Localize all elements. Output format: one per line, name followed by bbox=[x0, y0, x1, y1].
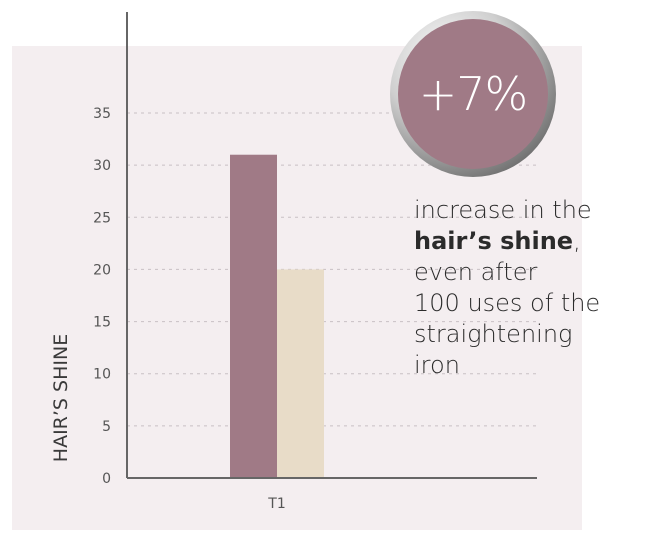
callout-line-4: 100 uses of the bbox=[414, 289, 601, 317]
y-tick-label: 0 bbox=[102, 471, 111, 487]
percentage-badge: +7% bbox=[390, 11, 556, 177]
bars bbox=[230, 154, 324, 478]
callout-line-2: hair’s shine, bbox=[414, 226, 650, 257]
callout-line-6: iron bbox=[414, 351, 460, 379]
y-tick-label: 30 bbox=[93, 158, 111, 174]
callout-text: increase in the hair’s shine, even after… bbox=[414, 195, 650, 381]
badge-value: +7% bbox=[418, 67, 529, 121]
y-tick-label: 25 bbox=[93, 210, 111, 226]
gridlines bbox=[127, 112, 537, 427]
y-tick-label: 35 bbox=[93, 106, 111, 122]
bar-series-2 bbox=[277, 269, 324, 478]
y-tick-labels: 0 5 10 15 20 25 30 35 bbox=[93, 106, 111, 487]
callout-line-5: straightening bbox=[414, 320, 573, 348]
bar-series-1 bbox=[230, 154, 277, 478]
y-tick-label: 20 bbox=[93, 262, 111, 278]
y-tick-label: 10 bbox=[93, 367, 111, 383]
y-tick-label: 15 bbox=[93, 315, 111, 331]
x-tick-label: T1 bbox=[267, 496, 285, 512]
callout-line-1: increase in the bbox=[414, 196, 592, 224]
callout-line-3: even after bbox=[414, 258, 538, 286]
y-tick-label: 5 bbox=[102, 419, 111, 435]
callout-bold-text: hair’s shine bbox=[414, 227, 574, 255]
badge-inner-circle: +7% bbox=[398, 19, 548, 169]
y-axis-title: HAIR’S SHINE bbox=[50, 334, 72, 462]
callout-comma: , bbox=[573, 227, 581, 255]
